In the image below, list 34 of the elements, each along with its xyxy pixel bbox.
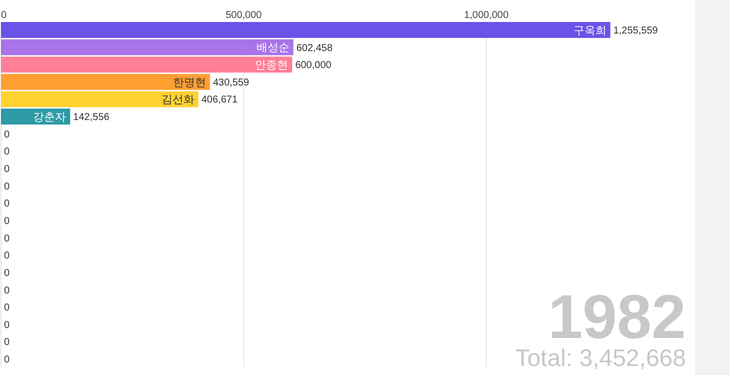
data-label: 0 <box>4 268 10 279</box>
bar <box>1 91 198 108</box>
y-tick-label: 한명현 <box>172 76 206 89</box>
bar <box>1 22 610 38</box>
data-label: 0 <box>4 320 10 331</box>
data-label: 600,000 <box>295 60 332 72</box>
data-label: 430,559 <box>212 77 250 88</box>
y-tick-label: 구옥희 <box>573 24 606 37</box>
bar <box>1 56 292 73</box>
data-label: 0 <box>4 198 10 210</box>
x-tick-label: 500,000 <box>226 10 262 21</box>
y-tick-label: 안종현 <box>255 59 288 72</box>
data-label: 0 <box>4 216 10 227</box>
data-label: 406,671 <box>201 94 238 106</box>
data-label: 0 <box>4 233 10 244</box>
data-label: 1,255,559 <box>613 25 658 36</box>
y-tick-label: 김선화 <box>161 94 194 106</box>
data-label: 0 <box>4 164 10 176</box>
data-label: 0 <box>4 181 10 192</box>
data-label: 0 <box>4 285 10 296</box>
data-label: 0 <box>4 302 10 314</box>
data-label: 0 <box>4 146 10 158</box>
data-label: 602,458 <box>296 42 333 54</box>
x-tick-label: 1,000,000 <box>464 10 509 21</box>
data-label: 0 <box>4 250 10 262</box>
data-label: 0 <box>4 354 10 366</box>
bar <box>1 39 294 56</box>
data-label: 142,556 <box>73 112 110 124</box>
bar <box>1 74 210 90</box>
data-label: 0 <box>4 129 10 140</box>
x-tick-label: 0 <box>1 10 7 21</box>
y-tick-label: 배성순 <box>256 42 290 54</box>
y-tick-label: 강춘자 <box>33 111 66 124</box>
data-label: 0 <box>4 337 10 348</box>
